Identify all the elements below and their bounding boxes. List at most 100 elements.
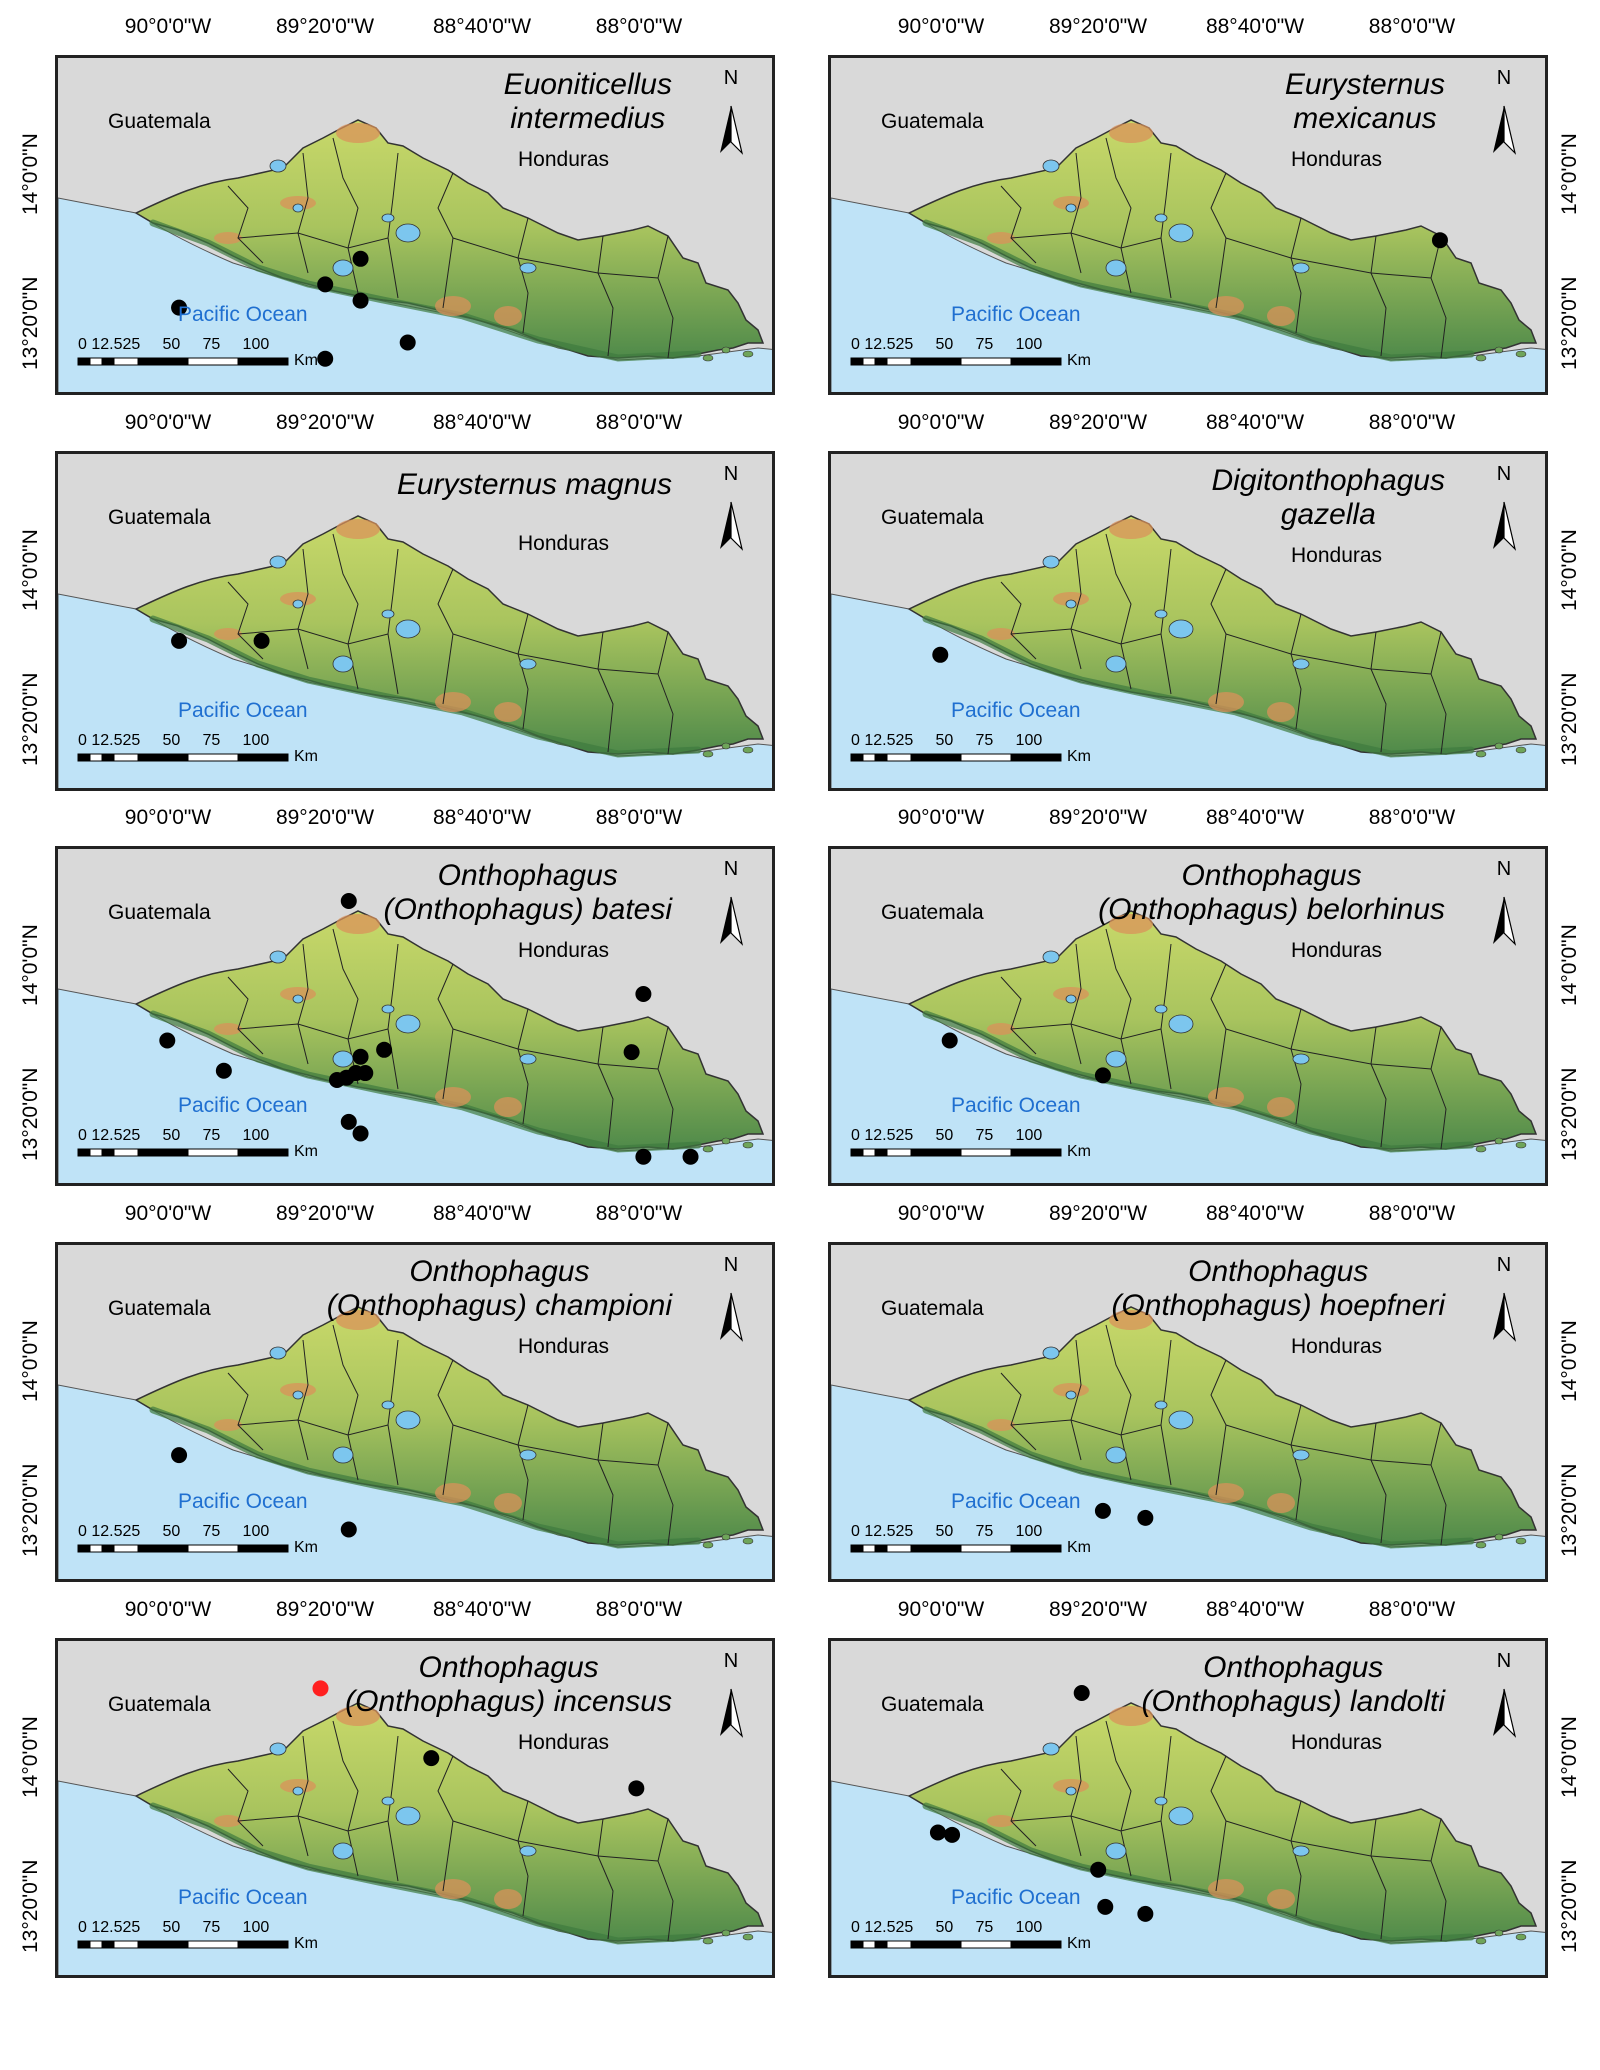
department-boundary	[1000, 581, 1037, 660]
north-letter: N	[724, 463, 738, 485]
lake	[519, 1053, 537, 1065]
scale-bar	[77, 1544, 289, 1553]
relief-highland	[1053, 1779, 1089, 1793]
lake	[1292, 1845, 1310, 1857]
north-arrow-icon	[1493, 1688, 1517, 1738]
relief-highland	[280, 592, 316, 606]
longitude-label: 88°0'0"W	[1368, 1598, 1456, 1621]
record-point	[682, 1148, 699, 1165]
department-boundary	[1225, 1820, 1432, 1862]
coastal-lowland	[922, 1802, 1475, 1945]
relief-highland	[280, 1383, 316, 1397]
longitude-label: 88°40'0"W	[1205, 15, 1305, 38]
record-point	[317, 276, 334, 293]
latitude-label: 14°0'0"N	[19, 924, 42, 1006]
lake	[1042, 1346, 1060, 1360]
record-point	[1137, 1509, 1154, 1526]
map-canvas: N	[58, 858, 772, 1183]
lake	[269, 555, 287, 569]
latitude-label: 14°0'0"N	[19, 529, 42, 611]
species-title-line2: (Onthophagus) batesi	[383, 893, 672, 926]
species-title-line1: Digitonthophagus	[1211, 464, 1445, 497]
record-point	[423, 1750, 440, 1767]
department-boundary	[1010, 1419, 1162, 1436]
map-canvas: N	[831, 463, 1545, 788]
lake	[1105, 1446, 1127, 1464]
lake	[395, 223, 421, 243]
longitude-label: 88°40'0"W	[432, 1598, 532, 1621]
island	[1515, 1141, 1527, 1149]
lake	[519, 1449, 537, 1461]
scale-bar-numbers: 0 12.525 50 75 100	[851, 1523, 1043, 1540]
record-point	[929, 1824, 946, 1841]
department-boundary	[657, 1026, 674, 1150]
department-boundary	[437, 568, 454, 705]
lake	[1292, 1449, 1310, 1461]
department-boundary	[437, 963, 454, 1100]
scale-bar-unit: Km	[294, 1539, 318, 1556]
record-point	[635, 986, 652, 1002]
lake	[332, 655, 354, 673]
lake	[1168, 1806, 1194, 1826]
island	[742, 350, 754, 358]
department-boundary	[452, 1820, 659, 1862]
relief-highland	[1053, 592, 1089, 606]
department-boundary	[657, 631, 674, 755]
department-boundary	[1290, 1800, 1302, 1917]
relief-highland	[1109, 1310, 1153, 1330]
lake	[395, 1410, 421, 1430]
longitude-label: 90°0'0"W	[124, 411, 212, 434]
longitude-label: 89°20'0"W	[1048, 806, 1148, 829]
record-point	[215, 1062, 232, 1079]
island	[1475, 1937, 1487, 1945]
north-letter: N	[724, 858, 738, 880]
island	[1515, 1933, 1527, 1941]
north-letter: N	[724, 67, 738, 89]
record-point	[628, 1780, 645, 1797]
department-boundary	[437, 1359, 454, 1496]
record-point	[253, 632, 270, 649]
latitude-label: 14°0'0"N	[19, 1320, 42, 1402]
island	[1515, 1537, 1527, 1545]
species-title: Onthophagus (Onthophagus) batesi	[383, 859, 672, 927]
species-title: Onthophagus (Onthophagus) belorhinus	[1098, 859, 1445, 927]
island	[1475, 354, 1487, 362]
country-label-honduras: Honduras	[1291, 939, 1383, 962]
ocean-label: Pacific Ocean	[178, 1886, 308, 1909]
north-arrow-icon	[720, 1292, 744, 1342]
scale-bar-unit: Km	[1067, 748, 1091, 765]
longitude-label: 88°40'0"W	[432, 15, 532, 38]
scale-bar	[850, 1940, 1062, 1949]
country-label-honduras: Honduras	[518, 1731, 610, 1754]
lake	[1154, 1796, 1168, 1806]
latitude-label: 14°0'0"N	[1558, 1716, 1581, 1798]
lake	[269, 1346, 287, 1360]
island	[721, 346, 731, 354]
department-boundary	[1010, 1023, 1162, 1040]
department-boundary	[1370, 631, 1387, 753]
record-point	[357, 1065, 374, 1082]
longitude-label: 88°0'0"W	[595, 411, 683, 434]
department-boundary	[1070, 548, 1082, 670]
department-boundary	[657, 235, 674, 359]
ocean-label: Pacific Ocean	[178, 303, 308, 326]
ocean-label: Pacific Ocean	[951, 1886, 1081, 1909]
longitude-label: 90°0'0"W	[897, 1202, 985, 1225]
longitude-label: 89°20'0"W	[1048, 15, 1148, 38]
north-arrow-icon	[1493, 1292, 1517, 1342]
ocean-label: Pacific Ocean	[178, 1490, 308, 1513]
lake	[1292, 1053, 1310, 1065]
longitude-label: 88°40'0"W	[1205, 806, 1305, 829]
island	[702, 354, 714, 362]
island	[1494, 1929, 1504, 1937]
department-boundary	[1225, 633, 1432, 675]
record-point	[1094, 1067, 1111, 1084]
department-boundary	[1000, 1768, 1037, 1847]
north-letter: N	[1497, 1254, 1511, 1276]
lake	[381, 1796, 395, 1806]
lake	[1154, 213, 1168, 223]
latitude-label: 13°20'0"N	[19, 672, 42, 766]
department-boundary	[1070, 152, 1082, 274]
department-boundary	[297, 548, 309, 670]
species-title-line2: mexicanus	[1293, 102, 1437, 135]
